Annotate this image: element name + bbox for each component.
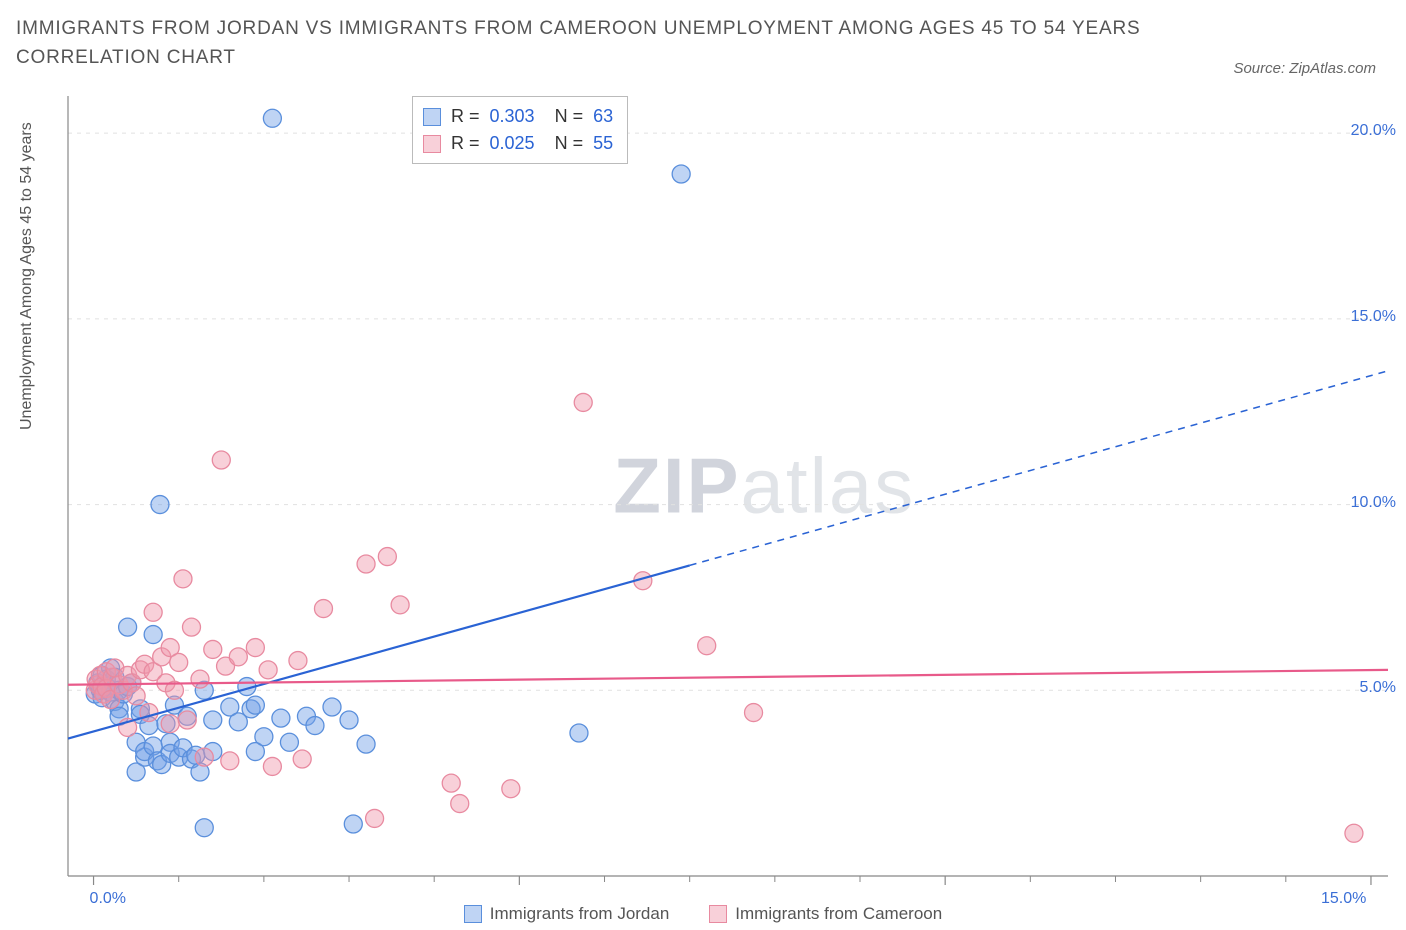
chart-svg — [68, 96, 1388, 876]
stat-N-label: N = — [545, 130, 584, 157]
stat-N-value: 63 — [593, 103, 613, 130]
y-tick-label: 15.0% — [1336, 308, 1396, 326]
legend-item: Immigrants from Jordan — [464, 904, 670, 924]
legend-item: Immigrants from Cameroon — [709, 904, 942, 924]
stats-row: R = 0.303 N = 63 — [423, 103, 613, 130]
legend-label: Immigrants from Jordan — [490, 904, 670, 924]
correlation-stats-box: R = 0.303 N = 63R = 0.025 N = 55 — [412, 96, 628, 164]
chart-container: IMMIGRANTS FROM JORDAN VS IMMIGRANTS FRO… — [0, 0, 1406, 930]
legend-label: Immigrants from Cameroon — [735, 904, 942, 924]
stat-R-value: 0.025 — [490, 130, 535, 157]
legend-swatch — [709, 905, 727, 923]
stat-R-label: R = — [451, 130, 480, 157]
bottom-legend: Immigrants from Jordan Immigrants from Ca… — [0, 904, 1406, 924]
y-axis-label: Unemployment Among Ages 45 to 54 years — [18, 122, 36, 430]
legend-swatch — [464, 905, 482, 923]
chart-title: IMMIGRANTS FROM JORDAN VS IMMIGRANTS FRO… — [16, 14, 1206, 73]
y-tick-label: 10.0% — [1336, 494, 1396, 512]
stat-N-label: N = — [545, 103, 584, 130]
stat-R-value: 0.303 — [490, 103, 535, 130]
series-swatch — [423, 135, 441, 153]
stat-R-label: R = — [451, 103, 480, 130]
y-tick-label: 20.0% — [1336, 122, 1396, 140]
series-swatch — [423, 108, 441, 126]
plot-area: ZIPatlas R = 0.303 N = 63R = 0.025 N = 5… — [68, 96, 1388, 876]
y-tick-label: 5.0% — [1336, 679, 1396, 697]
source-credit: Source: ZipAtlas.com — [1233, 60, 1376, 77]
stats-row: R = 0.025 N = 55 — [423, 130, 613, 157]
stat-N-value: 55 — [593, 130, 613, 157]
